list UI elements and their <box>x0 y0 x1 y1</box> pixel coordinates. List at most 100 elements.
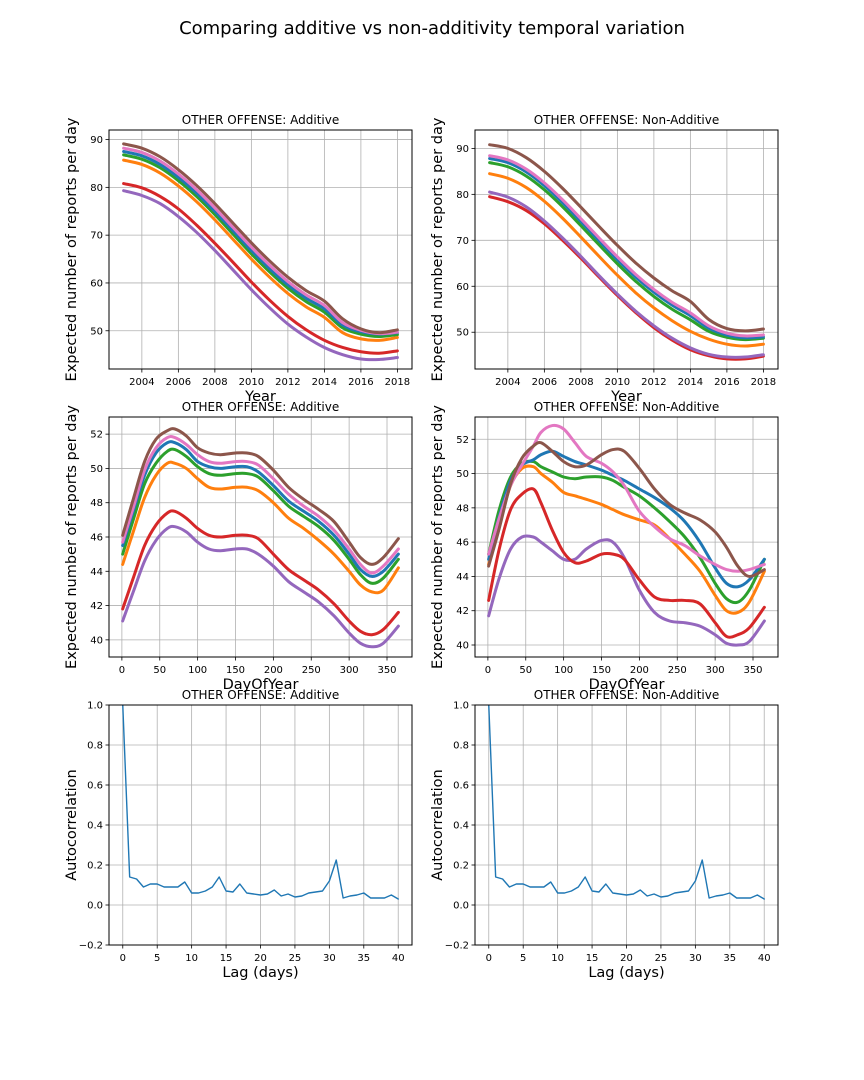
series-line-brown <box>122 142 399 335</box>
axes-frame <box>108 129 413 370</box>
y-tick-label: 40 <box>90 635 103 646</box>
x-tick-label: 2018 <box>385 377 410 388</box>
y-tick-label: 48 <box>90 498 103 509</box>
subplot-doy-additive: 0 50 100 150 200 250 300 350 40 42 44 46 48 50 52 OTHER… <box>64 400 413 693</box>
series-group <box>122 705 399 900</box>
x-tick-label: 2008 <box>568 377 593 388</box>
x-tick-label: 2006 <box>166 377 191 388</box>
x-tick-label: 2016 <box>714 377 739 388</box>
x-tick-label: 2012 <box>641 377 666 388</box>
x-tick-label: 35 <box>357 953 370 964</box>
x-tick-label: 100 <box>554 665 573 676</box>
series-line-red <box>122 182 399 355</box>
x-tick-label: 15 <box>220 953 233 964</box>
y-tick-label: 52 <box>456 435 469 446</box>
y-tick-label: 0.0 <box>87 901 103 912</box>
subplot-title: OTHER OFFENSE: Additive <box>182 688 340 702</box>
x-tick-label: 50 <box>519 665 532 676</box>
x-axis-label: DayOfYear <box>223 677 299 693</box>
x-tick-label: 100 <box>188 665 207 676</box>
series-line-green <box>122 153 399 339</box>
y-tick-label: 0.8 <box>453 741 469 752</box>
x-tick-label: 30 <box>689 953 702 964</box>
y-tick-label: 90 <box>90 135 103 146</box>
subplot-title: OTHER OFFENSE: Non-Additive <box>534 113 719 127</box>
x-tick-label: 150 <box>226 665 245 676</box>
y-tick-label: −0.2 <box>445 941 469 952</box>
series-line-blue <box>487 449 766 589</box>
y-tick-label: 70 <box>456 236 469 247</box>
subplot-doy-nonadditive: 0 50 100 150 200 250 300 350 40 42 44 46 48 50 52 OTHER… <box>430 400 779 693</box>
y-tick-label: 0.6 <box>453 781 469 792</box>
y-tick-label: 60 <box>456 282 469 293</box>
y-tick-label: −0.2 <box>79 941 103 952</box>
y-tick-label: 46 <box>456 538 469 549</box>
series-line-purple <box>488 190 765 359</box>
y-tick-label: 44 <box>90 567 103 578</box>
series-line-pink <box>122 146 399 336</box>
y-tick-label: 0.0 <box>453 901 469 912</box>
x-tick-label: 250 <box>668 665 687 676</box>
y-axis-label: Autocorrelation <box>430 769 446 880</box>
y-tick-label: 0.2 <box>87 861 103 872</box>
y-tick-label: 0.4 <box>87 821 103 832</box>
y-tick-label: 80 <box>456 190 469 201</box>
series-group <box>487 423 766 647</box>
series-line-purple <box>122 189 399 362</box>
x-tick-label: 10 <box>185 953 198 964</box>
x-tick-label: 150 <box>592 665 611 676</box>
x-tick-label: 0 <box>485 665 491 676</box>
x-axis-label: Year <box>610 389 642 405</box>
series-line-blue <box>121 440 400 578</box>
x-tick-label: 2004 <box>495 377 520 388</box>
series-line-orange <box>121 460 400 595</box>
x-tick-label: 5 <box>520 953 526 964</box>
series-line-blue <box>488 157 765 340</box>
x-tick-label: 40 <box>392 953 405 964</box>
series-line-brown <box>487 441 766 578</box>
series-line-purple <box>487 534 766 647</box>
x-tick-label: 250 <box>302 665 321 676</box>
x-tick-label: 2006 <box>532 377 557 388</box>
x-tick-label: 300 <box>706 665 725 676</box>
x-tick-label: 20 <box>254 953 267 964</box>
x-tick-label: 2016 <box>348 377 373 388</box>
y-tick-label: 46 <box>90 533 103 544</box>
series-line-pink <box>488 154 765 338</box>
series-line-brown <box>121 427 400 566</box>
y-tick-label: 52 <box>90 430 103 441</box>
x-tick-label: 2010 <box>605 377 630 388</box>
series-line-orange <box>122 158 399 342</box>
x-tick-label: 300 <box>340 665 359 676</box>
series-line-blue <box>122 150 399 336</box>
series-line-blue <box>122 705 399 900</box>
y-tick-label: 48 <box>456 503 469 514</box>
y-tick-label: 42 <box>456 606 469 617</box>
y-tick-label: 50 <box>456 469 469 480</box>
series-line-pink <box>121 435 400 575</box>
series-group <box>122 142 399 362</box>
x-tick-label: 2018 <box>751 377 776 388</box>
x-tick-label: 2010 <box>239 377 264 388</box>
subplot-title: OTHER OFFENSE: Non-Additive <box>534 400 719 414</box>
y-tick-label: 42 <box>90 601 103 612</box>
x-tick-label: 40 <box>758 953 771 964</box>
x-tick-label: 0 <box>119 665 125 676</box>
series-group <box>121 427 400 649</box>
y-axis-label: Expected number of reports per day <box>64 405 80 669</box>
y-tick-label: 50 <box>456 328 469 339</box>
y-axis-label: Expected number of reports per day <box>64 117 80 381</box>
y-tick-label: 40 <box>456 641 469 652</box>
x-tick-label: 35 <box>723 953 736 964</box>
subplot-acf-nonadditive: 0 5 10 15 20 25 30 35 40 −0.2 0.0 0.2 0.4 0.6 0.8 1.0 OT… <box>430 688 779 981</box>
series-line-pink <box>487 423 766 573</box>
x-tick-label: 2014 <box>312 377 337 388</box>
series-line-orange <box>488 172 765 348</box>
series-line-green <box>121 447 400 585</box>
subplot-title: OTHER OFFENSE: Additive <box>182 400 340 414</box>
x-tick-label: 0 <box>120 953 126 964</box>
series-line-brown <box>488 143 765 333</box>
y-tick-label: 1.0 <box>87 701 103 712</box>
x-tick-label: 2008 <box>202 377 227 388</box>
